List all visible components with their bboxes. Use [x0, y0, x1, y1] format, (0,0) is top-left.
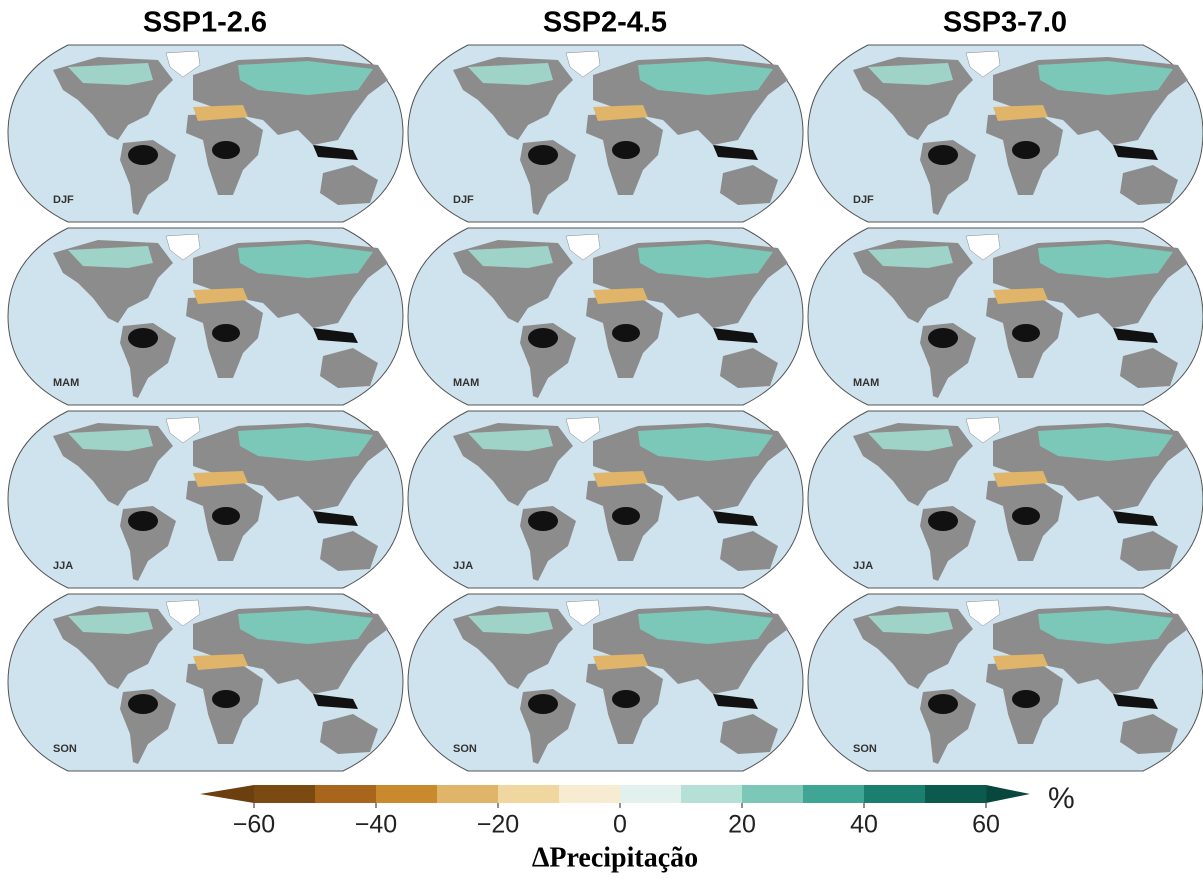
colorbar-tick-label: −60 [233, 811, 275, 839]
colorbar-segment [376, 785, 438, 803]
colorbar-segment [254, 785, 316, 803]
map-panel: JJA [408, 411, 803, 588]
map-panel: DJF [408, 45, 803, 222]
colorbar-tick-label: 0 [613, 811, 627, 839]
colorbar-tick-label: 60 [972, 811, 1000, 839]
season-label: SON [53, 743, 77, 755]
column-title: SSP3-7.0 [943, 7, 1067, 39]
season-label: MAM [853, 377, 879, 389]
map-panel: DJF [808, 45, 1203, 222]
colorbar-segment [620, 785, 682, 803]
season-label: DJF [453, 194, 474, 206]
colorbar-segment [498, 785, 560, 803]
map-panel: MAM [808, 228, 1203, 405]
map-panel: JJA [8, 411, 403, 588]
season-label: MAM [453, 377, 479, 389]
map-panel: DJF [8, 45, 403, 222]
map-panel: SON [808, 594, 1203, 771]
map-grid: DJF MAM JJA SON DJF MAM JJA SON DJF MAM JJA SON [8, 45, 1203, 771]
colorbar-unit: % [1048, 782, 1075, 815]
colorbar-tick-label: 40 [850, 811, 878, 839]
colorbar-tick-label: 20 [728, 811, 756, 839]
colorbar-segment [925, 785, 987, 803]
map-panel: SON [8, 594, 403, 771]
colorbar-segment [681, 785, 743, 803]
map-panel: JJA [808, 411, 1203, 588]
column-title: SSP1-2.6 [143, 7, 267, 39]
colorbar-segment [315, 785, 377, 803]
figure: DJF MAM JJA SON DJF MAM JJA SON DJF MAM JJA SON −60… [0, 0, 1203, 881]
season-label: DJF [853, 194, 874, 206]
season-label: JJA [453, 560, 473, 572]
colorbar: −60 −40 −20 0 20 40 60 [200, 785, 1030, 839]
colorbar-label: ΔPrecipitação [532, 842, 698, 873]
season-label: JJA [53, 560, 73, 572]
colorbar-extend-high [986, 785, 1030, 803]
season-label: DJF [53, 194, 74, 206]
season-label: SON [453, 743, 477, 755]
colorbar-segment [864, 785, 926, 803]
map-panel: MAM [408, 228, 803, 405]
colorbar-segment [437, 785, 499, 803]
colorbar-segment [559, 785, 621, 803]
colorbar-segment [742, 785, 804, 803]
colorbar-tick-label: −20 [477, 811, 519, 839]
column-title: SSP2-4.5 [543, 7, 667, 39]
colorbar-segment [803, 785, 865, 803]
map-panel: MAM [8, 228, 403, 405]
map-panel: SON [408, 594, 803, 771]
season-label: MAM [53, 377, 79, 389]
colorbar-extend-low [200, 785, 254, 803]
season-label: JJA [853, 560, 873, 572]
colorbar-tick-label: −40 [355, 811, 397, 839]
season-label: SON [853, 743, 877, 755]
